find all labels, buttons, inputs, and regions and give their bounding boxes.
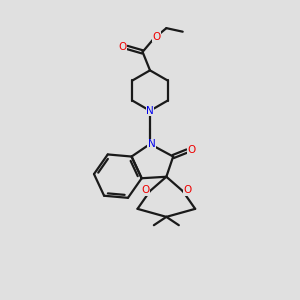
Text: O: O	[152, 32, 161, 42]
Text: N: N	[148, 139, 156, 149]
Text: O: O	[141, 185, 149, 195]
Text: N: N	[146, 106, 154, 116]
Text: O: O	[183, 185, 192, 195]
Text: O: O	[118, 42, 127, 52]
Text: O: O	[187, 145, 196, 155]
